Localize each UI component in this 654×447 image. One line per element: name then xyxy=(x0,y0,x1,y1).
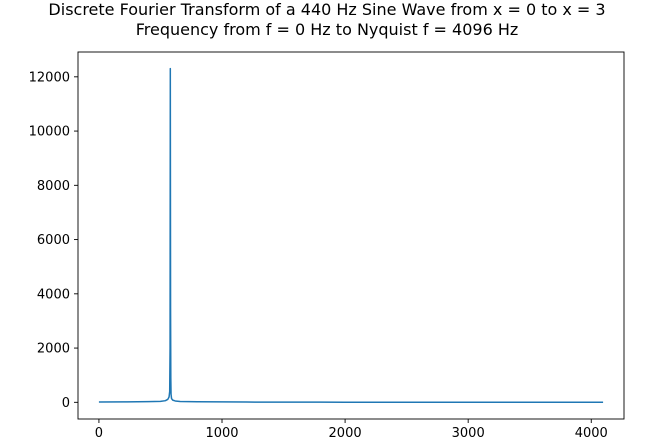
x-tick-label-4: 4000 xyxy=(575,426,608,441)
y-tick-label-5: 10000 xyxy=(29,125,70,140)
x-tick-label-3: 3000 xyxy=(452,426,485,441)
chart-title-line-1: Discrete Fourier Transform of a 440 Hz S… xyxy=(48,0,606,19)
x-tick-label-1: 1000 xyxy=(205,426,238,441)
chart-title-line-2: Frequency from f = 0 Hz to Nyquist f = 4… xyxy=(135,20,519,39)
y-tick-label-0: 0 xyxy=(62,396,70,411)
y-tick-label-1: 2000 xyxy=(37,342,70,357)
y-tick-label-3: 6000 xyxy=(37,233,70,248)
y-tick-label-4: 8000 xyxy=(37,179,70,194)
y-tick-label-2: 4000 xyxy=(37,287,70,302)
y-tick-label-6: 12000 xyxy=(29,70,70,85)
x-tick-label-0: 0 xyxy=(95,426,103,441)
x-tick-label-2: 2000 xyxy=(329,426,362,441)
series-line-0 xyxy=(98,67,604,404)
plot-frame xyxy=(77,51,625,420)
